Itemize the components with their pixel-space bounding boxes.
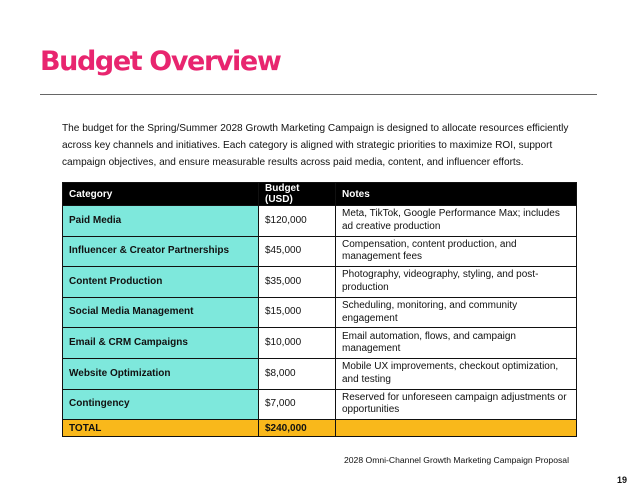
budget-cell: $15,000 xyxy=(258,296,336,329)
column-header-notes: Notes xyxy=(335,182,577,206)
table-row: Email & CRM Campaigns $10,000 Email auto… xyxy=(62,327,577,359)
title-divider xyxy=(40,94,597,95)
table-row: Influencer & Creator Partnerships $45,00… xyxy=(62,235,577,268)
budget-cell: $7,000 xyxy=(258,388,336,421)
category-cell: Influencer & Creator Partnerships xyxy=(62,235,259,268)
notes-cell: Compensation, content production, and ma… xyxy=(335,235,577,268)
budget-cell: $10,000 xyxy=(258,327,336,359)
category-cell: Website Optimization xyxy=(62,357,259,390)
table-row: Contingency $7,000 Reserved for unforese… xyxy=(62,388,577,421)
budget-table: Category Budget (USD) Notes Paid Media $… xyxy=(62,182,577,438)
category-cell: Social Media Management xyxy=(62,296,259,329)
page-number: 19 xyxy=(617,475,628,485)
column-header-budget: Budget (USD) xyxy=(258,182,336,206)
budget-cell: $35,000 xyxy=(258,266,336,298)
budget-cell: $120,000 xyxy=(258,205,336,237)
category-cell: Contingency xyxy=(62,388,259,421)
category-cell: Email & CRM Campaigns xyxy=(62,327,259,359)
budget-cell: $45,000 xyxy=(258,235,336,268)
notes-cell: Reserved for unforeseen campaign adjustm… xyxy=(335,388,577,421)
notes-cell: Scheduling, monitoring, and community en… xyxy=(335,296,577,329)
category-cell: Content Production xyxy=(62,266,259,298)
total-label: TOTAL xyxy=(62,419,259,438)
column-header-category: Category xyxy=(62,182,259,206)
total-row: TOTAL $240,000 xyxy=(62,419,577,438)
category-cell: Paid Media xyxy=(62,205,259,237)
table-row: Social Media Management $15,000 Scheduli… xyxy=(62,296,577,329)
table-row: Website Optimization $8,000 Mobile UX im… xyxy=(62,357,577,390)
page-title: Budget Overview xyxy=(40,46,282,77)
notes-cell: Photography, videography, styling, and p… xyxy=(335,266,577,298)
total-budget: $240,000 xyxy=(258,419,336,438)
table-row: Paid Media $120,000 Meta, TikTok, Google… xyxy=(62,205,577,237)
notes-cell: Meta, TikTok, Google Performance Max; in… xyxy=(335,205,577,237)
footer-text: 2028 Omni-Channel Growth Marketing Campa… xyxy=(344,455,569,465)
table-row: Content Production $35,000 Photography, … xyxy=(62,266,577,298)
intro-paragraph: The budget for the Spring/Summer 2028 Gr… xyxy=(62,123,569,168)
table-header-row: Category Budget (USD) Notes xyxy=(62,182,577,206)
budget-cell: $8,000 xyxy=(258,357,336,390)
total-notes xyxy=(335,419,577,438)
notes-cell: Mobile UX improvements, checkout optimiz… xyxy=(335,357,577,390)
notes-cell: Email automation, flows, and campaign ma… xyxy=(335,327,577,359)
